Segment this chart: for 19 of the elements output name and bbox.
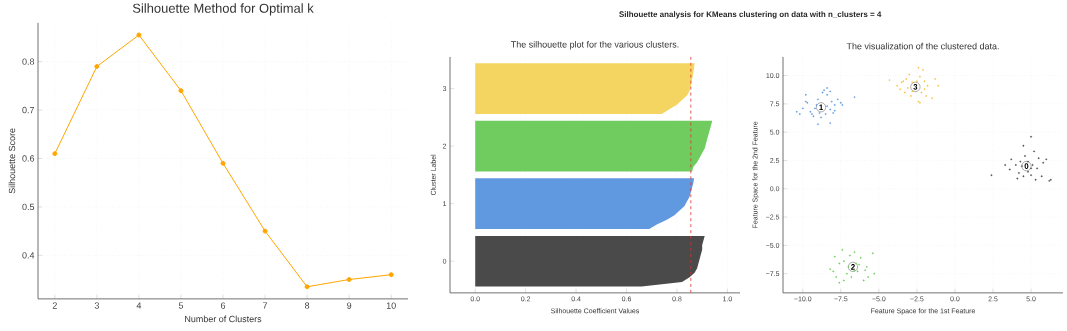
x-tick-label: 7: [263, 302, 268, 309]
x-tick-label: 8: [305, 302, 310, 309]
x-tick-label: 4: [136, 302, 142, 309]
x-tick-label: 10: [386, 302, 396, 309]
y-tick-label: 0.5: [22, 203, 35, 211]
chart-title: Silhouette Method for Optimal k: [132, 3, 314, 16]
x-tick-label: 5: [178, 302, 184, 309]
y-tick-label: 0.8: [22, 58, 35, 65]
x-tick-label: 2: [52, 302, 57, 309]
y-tick-label: 0.6: [22, 155, 35, 162]
y-tick-label: 0.7: [22, 106, 35, 114]
chart-subtitle: The silhouette plot for the various clusters.: [510, 41, 679, 50]
x-tick-label: 3: [94, 302, 99, 309]
x-tick-label: 9: [347, 302, 352, 309]
chart-title: The visualization of the clustered data.: [846, 42, 999, 50]
x-axis-title: Number of Clusters: [185, 315, 262, 323]
x-tick-label: 6: [220, 302, 226, 309]
y-axis-title: Silhouette Score: [8, 128, 16, 194]
y-tick-label: 0.4: [22, 252, 35, 259]
